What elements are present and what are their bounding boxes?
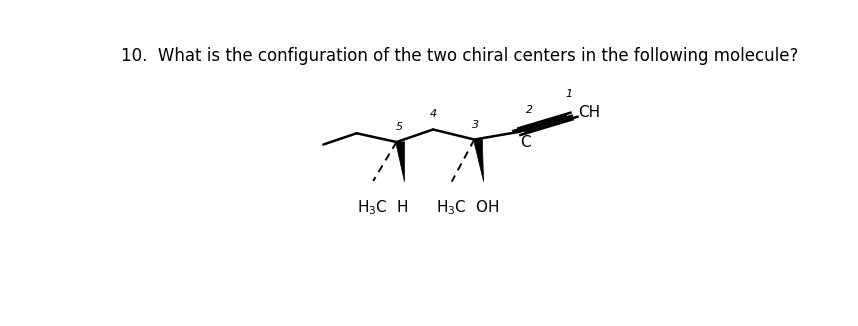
Text: C: C (520, 135, 531, 150)
Text: 5: 5 (396, 122, 403, 132)
Text: H$_3$C  OH: H$_3$C OH (436, 198, 498, 217)
Text: 3: 3 (472, 120, 480, 130)
Text: 4: 4 (430, 110, 438, 119)
Text: 10.  What is the configuration of the two chiral centers in the following molecu: 10. What is the configuration of the two… (120, 47, 798, 65)
Text: CH: CH (578, 105, 600, 120)
Text: H$_3$C  H: H$_3$C H (357, 198, 408, 217)
Text: 1: 1 (565, 89, 573, 99)
Text: 2: 2 (526, 105, 533, 115)
Polygon shape (474, 139, 484, 182)
Polygon shape (396, 142, 404, 182)
